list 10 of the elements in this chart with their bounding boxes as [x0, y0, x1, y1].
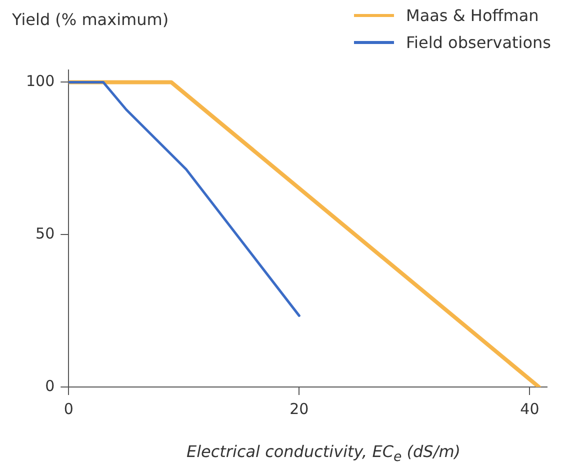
- y-tick-label: 0: [45, 376, 55, 395]
- legend-label: Field observations: [406, 33, 551, 52]
- x-tick-label: 20: [290, 400, 309, 418]
- x-tick-label: 40: [520, 400, 540, 418]
- legend-label: Maas & Hoffman: [406, 6, 539, 25]
- x-tick-label: 0: [64, 400, 74, 418]
- y-axis-title: Yield (% maximum): [12, 10, 169, 29]
- x-axis-title: Electrical conductivity, EC$_{e}$ (dS/m): [185, 442, 462, 465]
- y-tick-label: 100: [26, 72, 55, 90]
- y-tick-label: 50: [36, 224, 55, 242]
